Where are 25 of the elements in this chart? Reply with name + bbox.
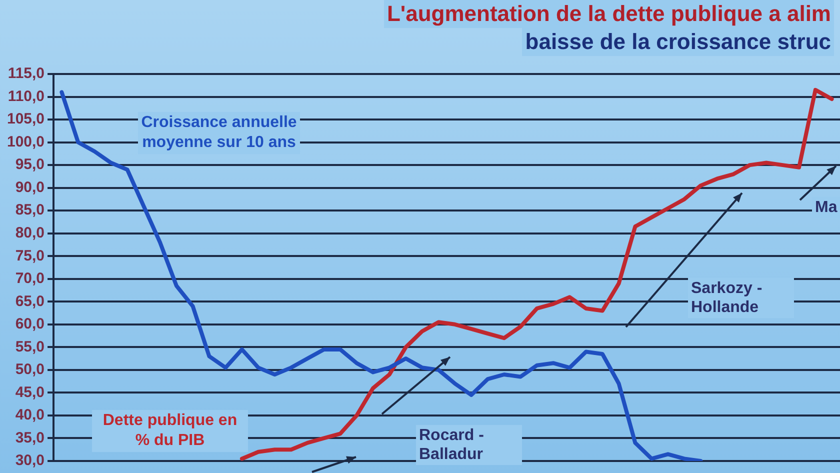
y-tick-label: 105,0 — [6, 110, 45, 128]
y-tick-label: 70,0 — [15, 270, 45, 288]
y-tick-label: 30,0 — [15, 452, 45, 470]
annotation: Sarkozy - Hollande — [688, 278, 794, 318]
y-tick-label: 40,0 — [15, 406, 45, 424]
annotation: Rocard - Balladur — [416, 425, 522, 465]
y-tick-label: 80,0 — [15, 224, 45, 242]
series-label: Dette publique en % du PIB — [92, 410, 248, 452]
y-tick-label: 100,0 — [6, 133, 45, 150]
y-tick-label: 75,0 — [15, 247, 45, 264]
y-tick-label: 90,0 — [15, 178, 45, 196]
y-tick-label: 110,0 — [8, 88, 45, 105]
annotation: Ma — [812, 197, 840, 218]
y-tick-label: 85,0 — [15, 202, 45, 219]
y-tick-label: 65,0 — [15, 292, 45, 310]
y-tick-label: 115,0 — [8, 65, 45, 82]
y-tick-label: 45,0 — [15, 384, 45, 401]
y-tick-label: 50,0 — [15, 361, 45, 378]
y-tick-label: 55,0 — [15, 338, 45, 356]
y-tick-label: 95,0 — [15, 156, 45, 174]
chart-subtitle: baisse de la croissance struc — [522, 28, 834, 56]
chart-title: L'augmentation de la dette publique a alim — [384, 0, 834, 28]
y-tick-label: 35,0 — [15, 429, 45, 446]
series-label: Croissance annuelle moyenne sur 10 ans — [138, 112, 300, 154]
y-tick-label: 60,0 — [15, 316, 45, 333]
